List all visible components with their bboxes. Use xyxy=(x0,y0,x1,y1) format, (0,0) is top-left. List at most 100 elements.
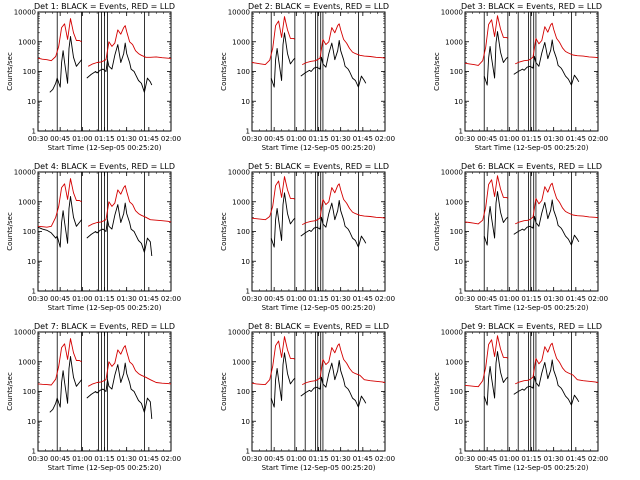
y-tick-label: 100 xyxy=(237,68,250,76)
y-tick-label: 10000 xyxy=(441,169,463,177)
plot-frame xyxy=(464,331,599,452)
series-line-events xyxy=(49,356,153,419)
series-line-lld xyxy=(37,338,172,387)
y-tick-label: 1 xyxy=(246,288,250,296)
x-tick-label: 00:30 xyxy=(242,455,262,463)
x-tick-label: 01:30 xyxy=(544,295,564,303)
x-axis-title: Start Time (12-Sep-05 00:25:20) xyxy=(475,144,589,152)
x-tick-label: 00:30 xyxy=(28,455,48,463)
x-tick-label: 02:00 xyxy=(161,455,181,463)
x-tick-label: 01:45 xyxy=(353,455,373,463)
y-axis-title: Counts/sec xyxy=(6,212,14,251)
panel-title: Det 2: BLACK = Events, RED = LLD xyxy=(248,2,389,11)
x-tick-label: 02:00 xyxy=(161,135,181,143)
plot-frame xyxy=(464,171,599,292)
y-tick-label: 10 xyxy=(27,418,36,426)
x-tick-label: 01:15 xyxy=(308,455,328,463)
x-tick-label: 01:30 xyxy=(117,295,137,303)
y-tick-label: 1000 xyxy=(445,358,463,366)
x-axis-title: Start Time (12-Sep-05 00:25:20) xyxy=(262,464,376,472)
panel-title: Det 4: BLACK = Events, RED = LLD xyxy=(34,162,175,171)
y-tick-label: 1 xyxy=(459,128,463,136)
x-tick-label: 01:30 xyxy=(331,455,351,463)
x-axis-title: Start Time (12-Sep-05 00:25:20) xyxy=(48,464,162,472)
y-tick-label: 100 xyxy=(450,228,463,236)
y-tick-label: 100 xyxy=(237,388,250,396)
y-tick-label: 1000 xyxy=(18,198,36,206)
series-line-lld xyxy=(251,336,386,386)
x-tick-label: 00:45 xyxy=(264,135,284,143)
x-tick-label: 02:00 xyxy=(588,295,608,303)
x-tick-label: 01:30 xyxy=(331,135,351,143)
y-tick-label: 100 xyxy=(23,228,36,236)
x-tick-label: 00:45 xyxy=(264,455,284,463)
x-tick-label: 01:30 xyxy=(117,135,137,143)
x-tick-label: 02:00 xyxy=(588,135,608,143)
series-line-lld xyxy=(37,178,172,228)
x-tick-label: 01:15 xyxy=(94,135,114,143)
series-line-events xyxy=(270,352,367,408)
x-tick-label: 01:00 xyxy=(499,295,519,303)
x-tick-label: 00:45 xyxy=(50,135,70,143)
x-tick-label: 01:00 xyxy=(286,135,306,143)
x-tick-label: 01:00 xyxy=(286,455,306,463)
y-tick-label: 10 xyxy=(454,98,463,106)
x-axis-title: Start Time (12-Sep-05 00:25:20) xyxy=(475,304,589,312)
x-tick-label: 01:45 xyxy=(566,135,586,143)
panel-title: Det 5: BLACK = Events, RED = LLD xyxy=(248,162,389,171)
panel-title: Det 8: BLACK = Events, RED = LLD xyxy=(248,322,389,331)
detector-panel-8: Det 8: BLACK = Events, RED = LLD 1 10 100 10… xyxy=(220,322,395,472)
x-tick-label: 00:45 xyxy=(477,455,497,463)
y-tick-label: 10 xyxy=(241,418,250,426)
x-axis-title: Start Time (12-Sep-05 00:25:20) xyxy=(48,144,162,152)
y-tick-label: 100 xyxy=(450,388,463,396)
detector-panel-6: Det 6: BLACK = Events, RED = LLD 1 10 100 10… xyxy=(433,162,608,312)
y-tick-label: 1 xyxy=(32,448,36,456)
x-tick-label: 02:00 xyxy=(588,455,608,463)
plot-frame xyxy=(251,171,386,292)
x-tick-label: 00:45 xyxy=(50,295,70,303)
x-tick-label: 00:45 xyxy=(264,295,284,303)
panel-title: Det 3: BLACK = Events, RED = LLD xyxy=(461,2,602,11)
y-axis-title: Counts/sec xyxy=(433,52,441,91)
y-tick-label: 10000 xyxy=(14,169,36,177)
x-tick-label: 01:00 xyxy=(72,135,92,143)
y-tick-label: 10 xyxy=(27,258,36,266)
y-tick-label: 10000 xyxy=(14,9,36,17)
x-tick-label: 00:30 xyxy=(28,135,48,143)
x-tick-label: 01:00 xyxy=(286,295,306,303)
x-tick-label: 00:30 xyxy=(455,135,475,143)
series-line-events xyxy=(483,351,580,406)
x-tick-label: 00:30 xyxy=(455,295,475,303)
y-tick-label: 10 xyxy=(454,418,463,426)
panel-title: Det 9: BLACK = Events, RED = LLD xyxy=(461,322,602,331)
x-tick-label: 00:30 xyxy=(28,295,48,303)
y-tick-label: 10 xyxy=(241,258,250,266)
y-tick-label: 1000 xyxy=(18,38,36,46)
x-tick-label: 01:30 xyxy=(331,295,351,303)
y-tick-label: 1000 xyxy=(445,198,463,206)
series-line-lld xyxy=(251,16,386,66)
x-tick-label: 01:45 xyxy=(353,135,373,143)
y-tick-label: 1 xyxy=(459,288,463,296)
detector-panel-3: Det 3: BLACK = Events, RED = LLD 1 10 100 10… xyxy=(433,2,608,152)
y-tick-label: 100 xyxy=(23,68,36,76)
y-tick-label: 10000 xyxy=(228,329,250,337)
y-tick-label: 10 xyxy=(241,98,250,106)
x-tick-label: 02:00 xyxy=(375,295,395,303)
x-tick-label: 01:45 xyxy=(139,295,159,303)
y-tick-label: 1000 xyxy=(232,358,250,366)
x-tick-label: 01:30 xyxy=(544,455,564,463)
y-tick-label: 10000 xyxy=(228,169,250,177)
detector-panel-9: Det 9: BLACK = Events, RED = LLD 1 10 100 10… xyxy=(433,322,608,472)
x-tick-label: 01:00 xyxy=(72,455,92,463)
y-tick-label: 1 xyxy=(246,448,250,456)
detector-panel-2: Det 2: BLACK = Events, RED = LLD 1 10 100 10… xyxy=(220,2,395,152)
plot-frame xyxy=(251,331,386,452)
x-tick-label: 00:45 xyxy=(50,455,70,463)
x-tick-label: 01:45 xyxy=(139,455,159,463)
y-axis-title: Counts/sec xyxy=(220,212,228,251)
series-line-events xyxy=(483,31,580,86)
x-tick-label: 00:30 xyxy=(242,135,262,143)
y-tick-label: 10000 xyxy=(14,329,36,337)
